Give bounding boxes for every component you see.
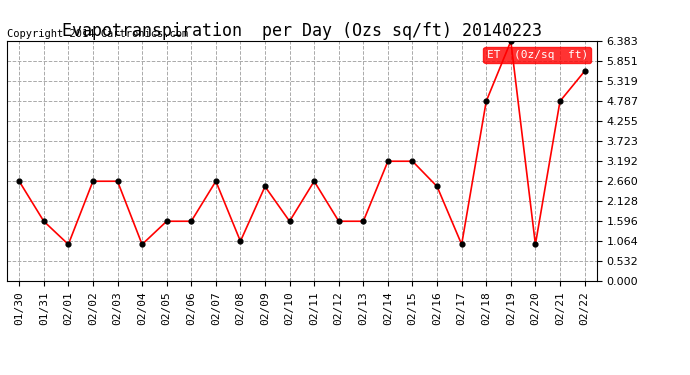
- Point: [235, 238, 246, 244]
- Legend: ET  (0z/sq  ft): ET (0z/sq ft): [484, 47, 591, 63]
- Point: [358, 218, 369, 224]
- Point: [308, 178, 319, 184]
- Point: [210, 178, 221, 184]
- Point: [186, 218, 197, 224]
- Point: [579, 68, 590, 74]
- Point: [63, 242, 74, 248]
- Title: Evapotranspiration  per Day (Ozs sq/ft) 20140223: Evapotranspiration per Day (Ozs sq/ft) 2…: [62, 22, 542, 40]
- Point: [333, 218, 344, 224]
- Point: [481, 98, 492, 104]
- Point: [284, 218, 295, 224]
- Point: [505, 38, 516, 44]
- Point: [137, 242, 148, 248]
- Point: [38, 218, 49, 224]
- Point: [112, 178, 123, 184]
- Point: [407, 158, 418, 164]
- Point: [456, 242, 467, 248]
- Point: [259, 183, 270, 189]
- Point: [382, 158, 393, 164]
- Point: [161, 218, 172, 224]
- Point: [431, 183, 442, 189]
- Point: [88, 178, 99, 184]
- Text: Copyright 2014 Cartronics.com: Copyright 2014 Cartronics.com: [7, 29, 188, 39]
- Point: [555, 98, 566, 104]
- Point: [530, 242, 541, 248]
- Point: [14, 178, 25, 184]
